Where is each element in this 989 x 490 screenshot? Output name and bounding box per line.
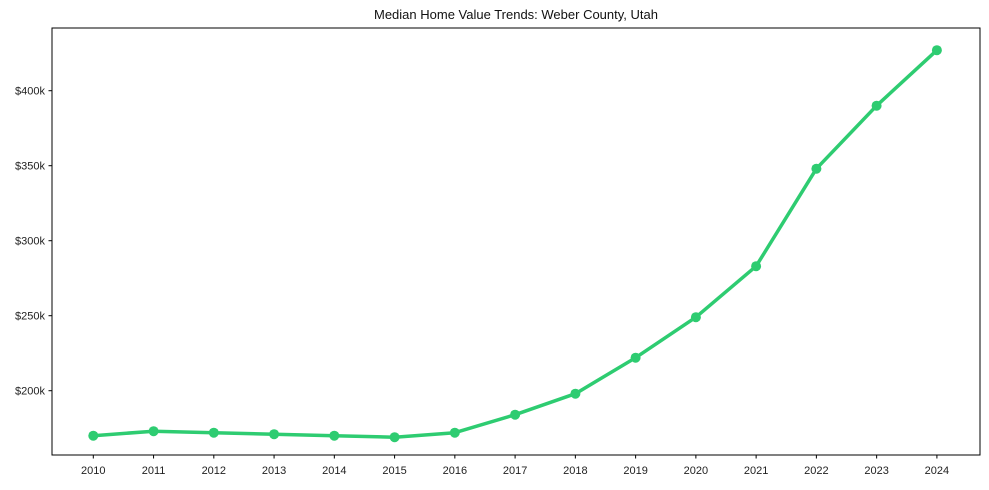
data-point-marker (931, 45, 942, 56)
x-tick-label: 2020 (684, 465, 708, 477)
x-tick-label: 2022 (804, 465, 828, 477)
data-point-marker (690, 312, 701, 323)
data-point-marker (570, 388, 581, 399)
data-point-marker (389, 432, 400, 443)
data-point-marker (329, 430, 340, 441)
y-tick-label: $350k (15, 161, 45, 173)
y-tick-label: $250k (15, 311, 45, 323)
plot-border (51, 27, 981, 456)
x-tick-label: 2014 (322, 465, 346, 477)
x-tick-label: 2024 (925, 465, 949, 477)
x-tick-label: 2019 (623, 465, 647, 477)
x-tick-label: 2016 (443, 465, 467, 477)
data-point-marker (811, 163, 822, 174)
data-point-marker (510, 409, 521, 420)
data-point-marker (269, 429, 280, 440)
y-tick-label: $300k (15, 236, 45, 248)
x-tick-label: 2021 (744, 465, 768, 477)
data-line (91, 48, 939, 439)
data-point-marker (630, 352, 641, 363)
data-point-marker (449, 427, 460, 438)
x-tick-label: 2013 (262, 465, 286, 477)
data-point-marker (88, 430, 99, 441)
data-point-marker (871, 100, 882, 111)
data-point-marker (148, 426, 159, 437)
x-tick-label: 2011 (142, 465, 166, 477)
chart-title: Median Home Value Trends: Weber County, … (374, 7, 658, 22)
x-tick-label: 2010 (81, 465, 105, 477)
y-tick-label: $200k (15, 386, 45, 398)
data-point-marker (208, 427, 219, 438)
x-tick-label: 2017 (503, 465, 527, 477)
x-tick-label: 2015 (382, 465, 406, 477)
y-tick-label: $400k (15, 86, 45, 98)
x-tick-label: 2012 (202, 465, 226, 477)
x-tick-label: 2023 (864, 465, 888, 477)
data-point-marker (751, 261, 762, 272)
x-tick-label: 2018 (563, 465, 587, 477)
